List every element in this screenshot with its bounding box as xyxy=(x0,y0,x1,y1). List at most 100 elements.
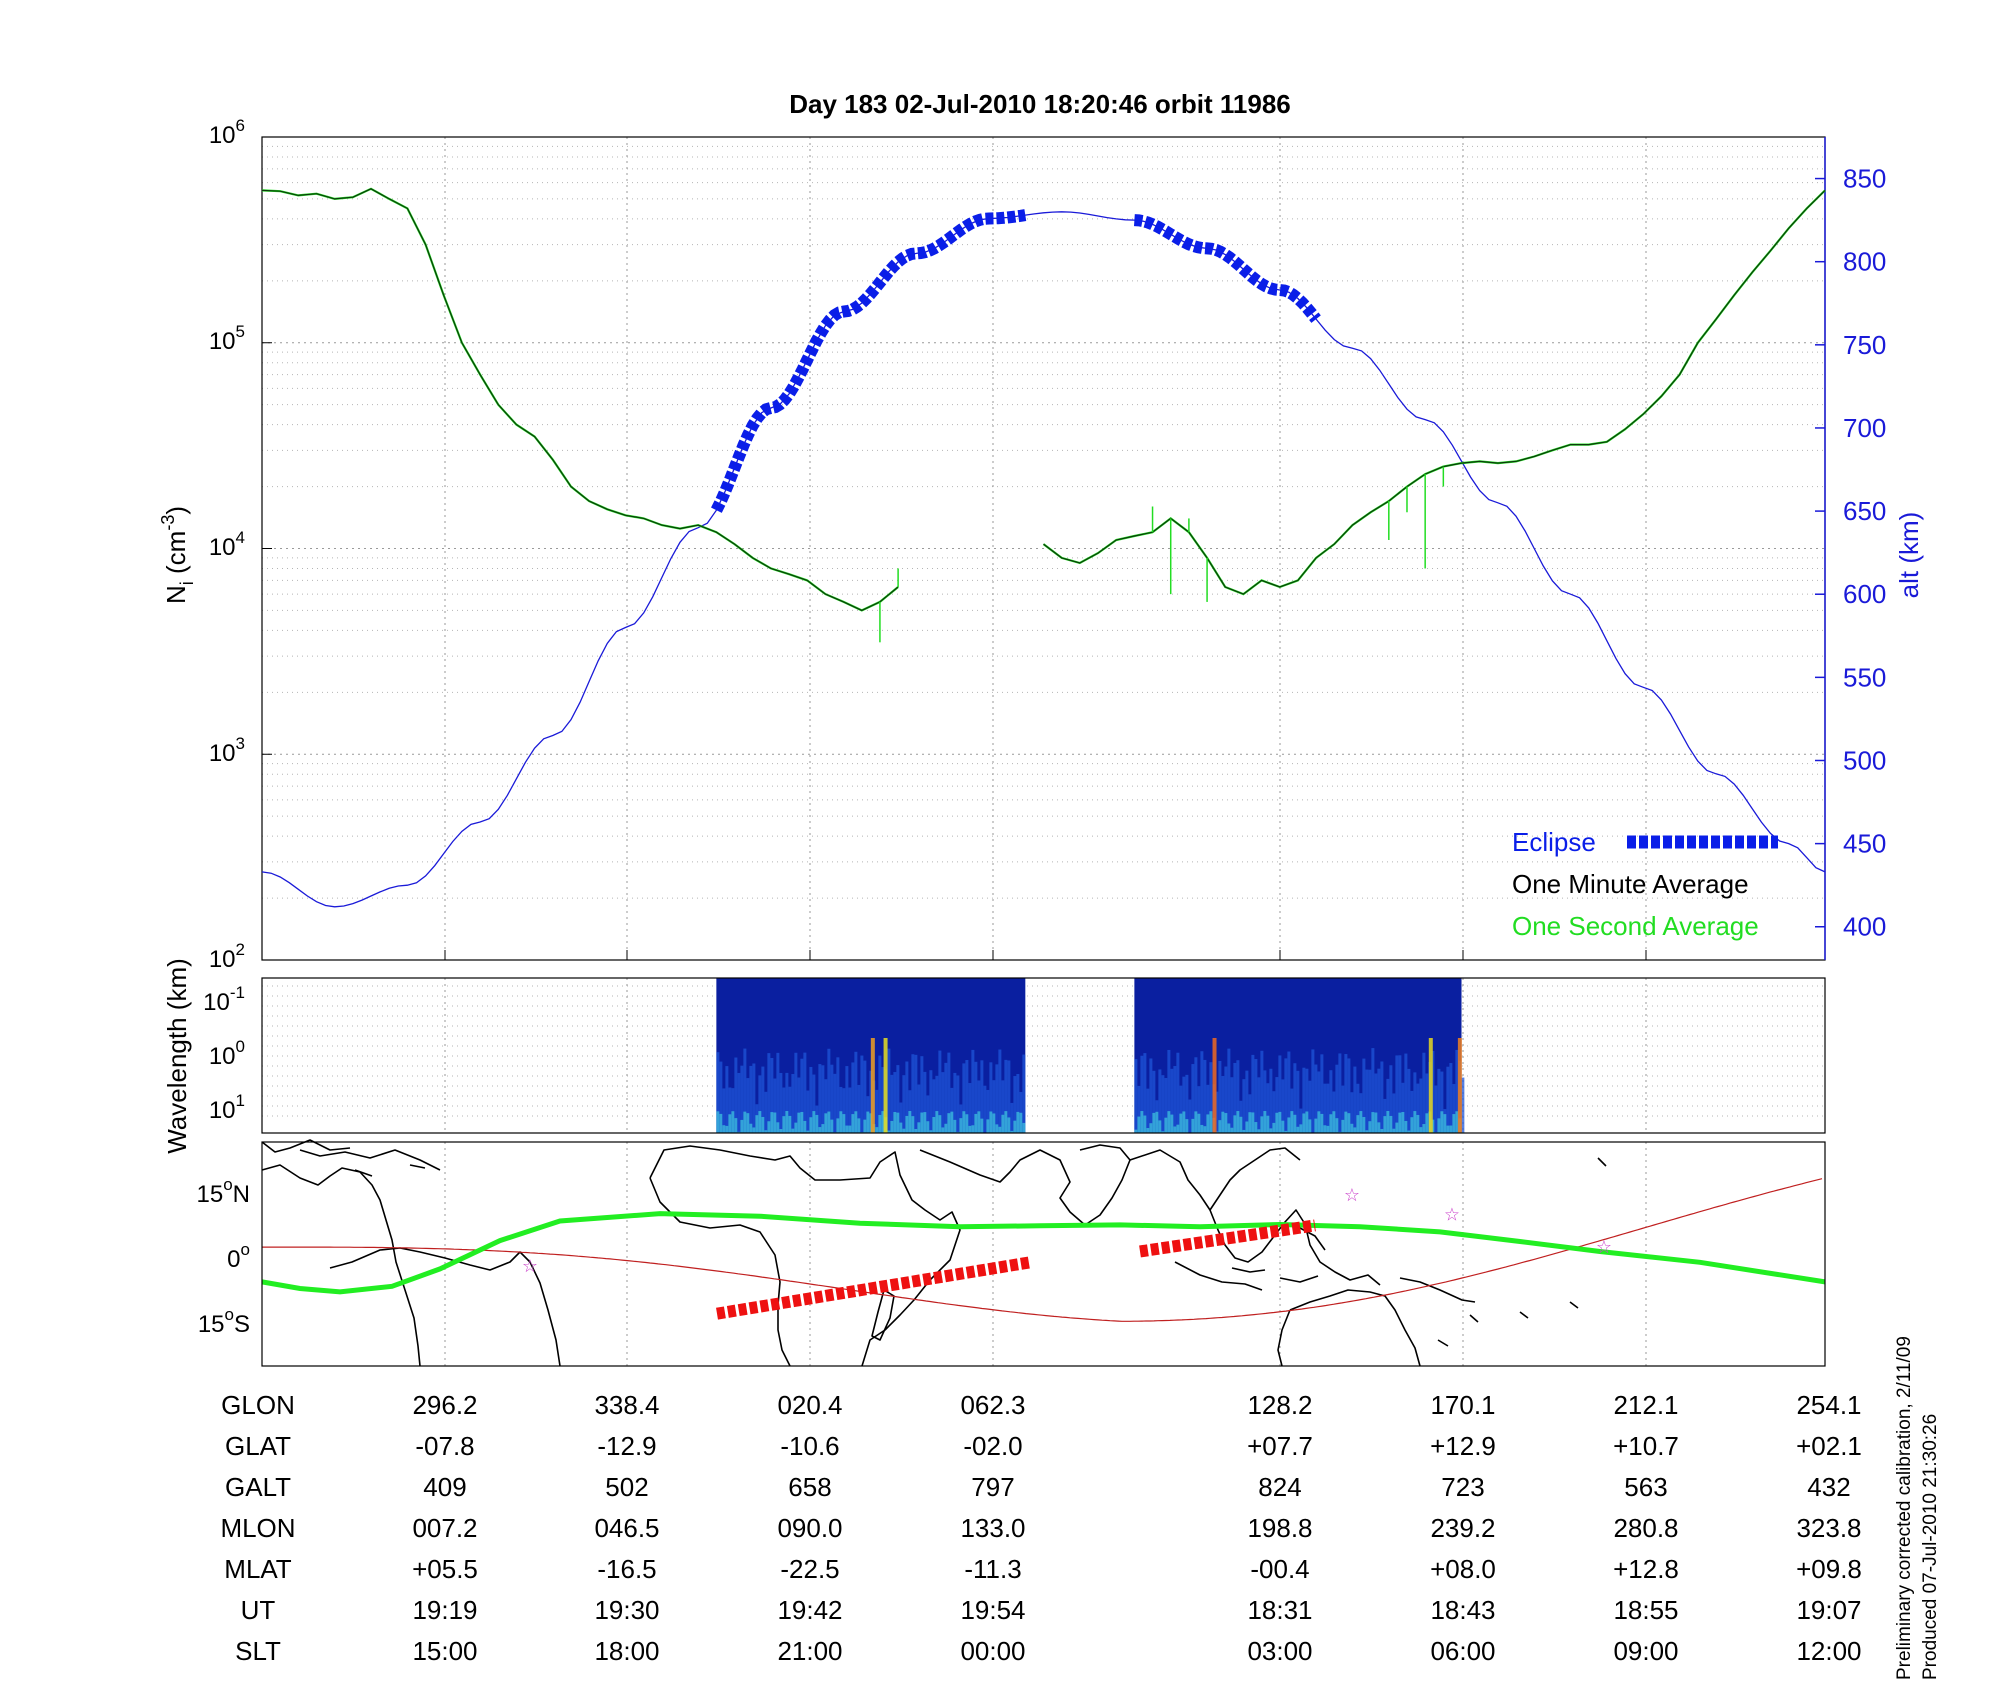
spectrogram-column xyxy=(1380,1061,1384,1133)
spectrogram-column xyxy=(974,1113,978,1133)
map-grid xyxy=(444,1142,1647,1366)
legend-one-minute-label: One Minute Average xyxy=(1512,869,1749,899)
spectrogram-column xyxy=(1218,1060,1222,1133)
one-minute-line xyxy=(1043,189,1826,595)
table-cell: 18:55 xyxy=(1613,1595,1678,1625)
spectrogram-column xyxy=(1446,1066,1450,1133)
spectrogram-hotspot xyxy=(1428,1038,1433,1133)
table-cell: 18:00 xyxy=(594,1636,659,1666)
table-cell: 296.2 xyxy=(412,1390,477,1420)
spectrogram-column xyxy=(1293,1063,1297,1133)
spectrogram-column xyxy=(1281,1079,1285,1133)
spectrogram-column xyxy=(1377,1122,1381,1133)
table-cell: -16.5 xyxy=(597,1554,656,1584)
spectrogram-column xyxy=(1001,1080,1005,1133)
spectrogram-column xyxy=(929,1130,933,1133)
spectrogram-column xyxy=(740,1065,744,1133)
spectrogram-column xyxy=(863,1119,867,1133)
table-cell: 19:07 xyxy=(1796,1595,1861,1625)
spectrogram-column xyxy=(1443,1114,1447,1133)
spectrogram-column xyxy=(1437,1118,1441,1133)
table-cell: 046.5 xyxy=(594,1513,659,1543)
spectrogram-column xyxy=(968,1083,972,1133)
spectrogram-column xyxy=(974,1061,978,1133)
spectrogram-column xyxy=(965,1114,969,1133)
spectrogram-column xyxy=(722,1125,726,1133)
spectrogram-column xyxy=(1275,1112,1279,1133)
table-cell: 338.4 xyxy=(594,1390,659,1420)
spectrogram-column xyxy=(761,1116,765,1133)
spectrogram-column xyxy=(1368,1069,1372,1133)
spectrogram-column xyxy=(845,1125,849,1133)
spectrogram-column xyxy=(923,1112,927,1133)
spectrogram-column xyxy=(764,1130,768,1133)
spectrogram-column xyxy=(1146,1128,1150,1133)
spectrogram-column xyxy=(980,1118,984,1133)
spectrogram-column xyxy=(1344,1111,1348,1133)
spectrogram-column xyxy=(1182,1076,1186,1133)
spectrogram-column xyxy=(1305,1068,1309,1133)
spectrogram-column xyxy=(1004,1111,1008,1133)
spectrogram-column xyxy=(1335,1064,1339,1133)
spectrogram-column xyxy=(1233,1062,1237,1133)
spectrogram-column xyxy=(935,1111,939,1133)
svg-text:100: 100 xyxy=(209,1037,245,1070)
table-cell: 128.2 xyxy=(1247,1390,1312,1420)
spectrogram-column xyxy=(962,1063,966,1133)
spectrogram-column xyxy=(1353,1127,1357,1133)
spectrogram-column xyxy=(1007,1117,1011,1133)
spectrogram-column xyxy=(1170,1068,1174,1133)
legend: Eclipse One Minute Average One Second Av… xyxy=(1512,827,1778,941)
spectrogram-column xyxy=(1185,1074,1189,1133)
spectrogram-column xyxy=(1191,1064,1195,1133)
table-cell: +08.0 xyxy=(1430,1554,1496,1584)
spectrogram-column xyxy=(1134,1059,1138,1133)
spectrogram-column xyxy=(1314,1118,1318,1133)
spectrogram-column xyxy=(1383,1116,1387,1133)
spectrogram-column xyxy=(1326,1083,1330,1133)
altitude-tick-label: 600 xyxy=(1843,579,1886,609)
spectrogram-column xyxy=(1404,1053,1408,1133)
spectrogram-column xyxy=(1269,1128,1273,1133)
spectrogram-column xyxy=(1287,1051,1291,1133)
spectrogram-column xyxy=(1398,1112,1402,1133)
table-cell: 409 xyxy=(423,1472,466,1502)
coast-south-america-east xyxy=(329,1247,561,1367)
spectrogram-column xyxy=(977,1111,981,1133)
spectrogram-column xyxy=(1022,1122,1026,1133)
satellite-marker: ☆ xyxy=(1344,1185,1360,1206)
spectrogram-column xyxy=(1425,1073,1429,1133)
spectrogram-column xyxy=(914,1128,918,1133)
spectrogram-column xyxy=(1449,1062,1453,1133)
spectrogram-column xyxy=(1269,1068,1273,1133)
spectrogram-column xyxy=(1149,1058,1153,1133)
spectrogram-column xyxy=(1401,1082,1405,1133)
spectrogram-column xyxy=(980,1060,984,1133)
spectrogram-column xyxy=(989,1111,993,1133)
density-y-tick-label: 102 xyxy=(209,940,245,973)
spectrogram-column xyxy=(1293,1114,1297,1133)
spectrogram-column xyxy=(836,1057,840,1133)
spectrogram-column xyxy=(1179,1085,1183,1133)
spectrogram-column xyxy=(1275,1077,1279,1133)
spectrogram-column xyxy=(1010,1102,1014,1133)
spectrogram-column xyxy=(1350,1123,1354,1133)
spectrogram-column xyxy=(1290,1111,1294,1133)
spectrogram-column xyxy=(728,1087,732,1133)
spectrogram-column xyxy=(1413,1111,1417,1133)
spectrogram-image xyxy=(716,978,1465,1133)
spectrogram-column xyxy=(1437,1068,1441,1133)
spectrogram-column xyxy=(1410,1117,1414,1133)
spectrogram-column xyxy=(857,1084,861,1133)
spectrogram-column xyxy=(881,1067,885,1133)
table-row-label: SLT xyxy=(235,1636,281,1666)
table-cell: 723 xyxy=(1441,1472,1484,1502)
spectrogram-column xyxy=(1215,1131,1219,1133)
spectrogram-column xyxy=(920,1112,924,1133)
spectrogram-column xyxy=(1242,1129,1246,1133)
one-second-line xyxy=(1042,189,1826,596)
table-cell: 09:00 xyxy=(1613,1636,1678,1666)
coast-north-america xyxy=(261,1139,351,1153)
spectrogram-column xyxy=(1176,1052,1180,1133)
spectrogram-column xyxy=(830,1064,834,1133)
